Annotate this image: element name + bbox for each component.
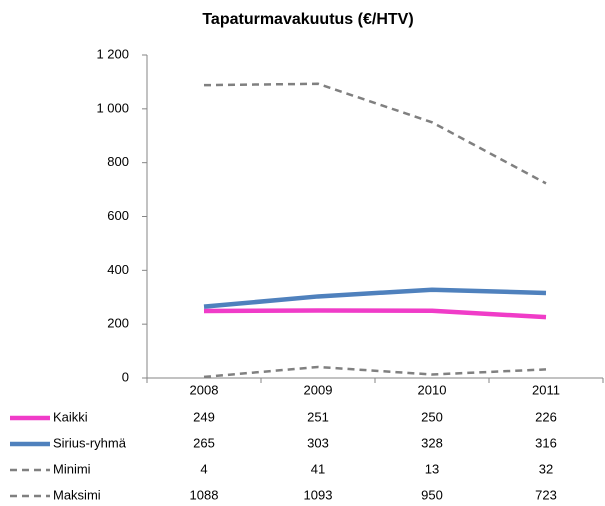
y-tick-label: 1 200 [96,46,129,61]
y-tick-label: 600 [107,208,129,223]
legend-label: Kaikki [53,409,88,424]
y-tick-label: 0 [122,369,129,384]
series-line [203,365,547,379]
table-value: 328 [421,435,443,450]
table-value: 250 [421,409,443,424]
x-tick-label: 2011 [532,382,560,397]
table-value: 251 [307,409,329,424]
x-tick-label: 2010 [418,382,447,397]
y-tick-label: 400 [107,262,129,277]
series-line [203,82,547,185]
legend-label: Sirius-ryhmä [53,435,127,450]
x-tick-label: 2009 [304,382,333,397]
table-value: 303 [307,435,329,450]
table-value: 723 [535,487,557,502]
legend-label: Maksimi [53,487,101,502]
table-value: 226 [535,409,557,424]
table-value: 4 [200,461,207,476]
y-tick-label: 1 000 [96,100,129,115]
x-tick-label: 2008 [190,382,219,397]
series-line [203,287,547,309]
y-tick-label: 800 [107,154,129,169]
y-tick-label: 200 [107,316,129,331]
series-line [203,308,547,320]
table-value: 265 [193,435,215,450]
table-value: 1088 [190,487,219,502]
table-value: 32 [539,461,553,476]
table-value: 316 [535,435,557,450]
chart-title: Tapaturmavakuutus (€/HTV) [202,11,413,28]
table-value: 41 [311,461,325,476]
table-value: 1093 [304,487,333,502]
table-value: 13 [425,461,439,476]
legend-label: Minimi [53,461,91,476]
table-value: 249 [193,409,215,424]
table-value: 950 [421,487,443,502]
